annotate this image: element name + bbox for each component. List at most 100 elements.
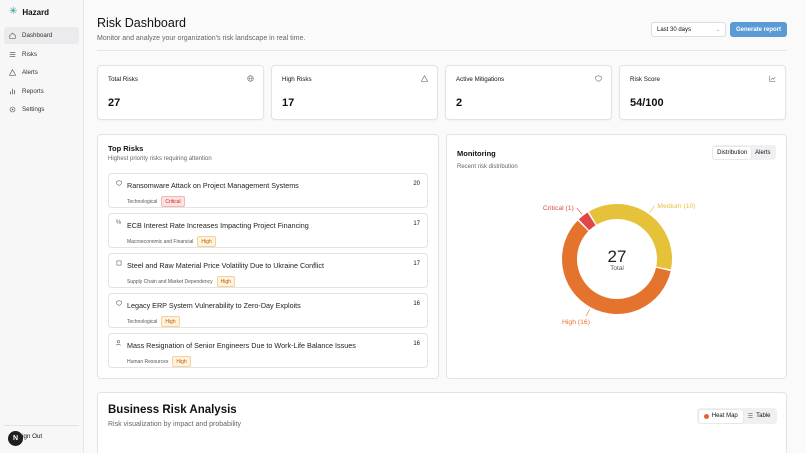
header-divider	[97, 50, 787, 51]
sidebar-item-settings[interactable]: Settings	[4, 101, 79, 118]
business-view-tabs: Heat Map ☰ Table	[697, 408, 777, 424]
generate-report-button[interactable]: Generate report	[729, 22, 787, 37]
box-icon	[116, 260, 122, 268]
stat-card-total-risks: Total Risks 27	[97, 65, 264, 120]
sidebar-item-label: Reports	[22, 87, 44, 95]
donut-slice-high[interactable]	[562, 220, 671, 314]
sidebar-item-alerts[interactable]: Alerts	[4, 64, 79, 81]
bar-chart-icon	[9, 88, 16, 95]
sidebar-footer: Sign Out	[4, 425, 79, 440]
donut-slice-critical[interactable]	[578, 212, 596, 231]
period-value: Last 30 days	[656, 26, 692, 33]
stat-card-active-mitigations: Active Mitigations 2	[445, 65, 612, 120]
stat-label: Active Mitigations	[456, 76, 505, 83]
risk-distribution-chart: Critical (1) Medium (10) High (16) 27 Tota…	[543, 203, 696, 326]
tab-alerts[interactable]: Alerts	[755, 149, 771, 156]
sidebar-item-reports[interactable]: Reports	[4, 83, 79, 100]
monitoring-tabs: Distribution Alerts	[711, 145, 776, 160]
page-subtitle: Monitor and analyze your organization's …	[97, 35, 306, 42]
risk-score: 17	[413, 261, 420, 267]
tab-distribution[interactable]: Distribution	[713, 146, 752, 159]
risk-title: Legacy ERP System Vulnerability to Zero-…	[127, 301, 301, 310]
risk-meta: Technological High	[127, 316, 180, 327]
stat-value: 2	[456, 97, 463, 109]
donut-slice-medium[interactable]	[588, 204, 672, 270]
sidebar-nav: Dashboard Risks Alerts Reports Settings	[0, 27, 83, 118]
brand[interactable]: ✳ Hazard	[0, 0, 83, 24]
period-select[interactable]: Last 30 days ⌄	[650, 22, 726, 37]
table-icon: ☰	[747, 413, 754, 420]
top-risks-subtitle: Highest priority risks requiring attenti…	[108, 156, 212, 162]
sidebar-item-label: Risks	[22, 50, 38, 58]
severity-badge: High	[161, 316, 180, 327]
shield-icon	[595, 75, 602, 84]
globe-icon	[247, 75, 254, 84]
tab-table[interactable]: ☰ Table	[743, 410, 776, 423]
header-controls: Last 30 days ⌄ Generate report	[650, 22, 787, 37]
risk-title: Ransomware Attack on Project Management …	[127, 181, 299, 190]
chevron-down-icon: ⌄	[715, 26, 720, 33]
stat-label: High Risks	[282, 76, 312, 83]
slice-label: High (16)	[562, 319, 590, 326]
chart-total-value: 27	[608, 247, 627, 266]
logo-icon: ✳	[9, 6, 18, 17]
severity-badge: Critical	[161, 196, 185, 207]
alert-triangle-icon	[9, 69, 16, 76]
stat-label: Total Risks	[108, 76, 138, 83]
risk-item[interactable]: Mass Resignation of Senior Engineers Due…	[108, 333, 428, 368]
severity-badge: High	[216, 276, 235, 287]
sidebar-item-label: Settings	[22, 106, 45, 113]
shield-icon	[116, 300, 122, 308]
tab-label: Heat Map	[711, 413, 738, 419]
risk-meta: Technological Critical	[127, 196, 185, 207]
risk-title: Mass Resignation of Senior Engineers Due…	[127, 341, 356, 350]
list-icon	[9, 51, 16, 58]
users-icon	[116, 340, 122, 348]
risk-score: 16	[413, 341, 420, 347]
risk-item[interactable]: Steel and Raw Material Price Volatility …	[108, 253, 428, 288]
top-risks-panel: Top Risks Highest priority risks requiri…	[97, 134, 439, 379]
slice-label-leader	[649, 205, 655, 213]
risk-item[interactable]: % ECB Interest Rate Increases Impacting …	[108, 213, 428, 248]
page-header: Risk Dashboard Monitor and analyze your …	[97, 16, 787, 42]
risk-meta: Macroeconomic and Financial High	[127, 236, 216, 247]
shield-icon	[116, 180, 122, 188]
stat-value: 27	[108, 97, 121, 109]
slice-label: Medium (10)	[657, 203, 695, 210]
sign-out-label: Sign Out	[18, 433, 43, 440]
tab-heat-map[interactable]: Heat Map	[698, 409, 743, 423]
top-risks-title: Top Risks	[108, 144, 144, 153]
stat-value: 17	[282, 97, 295, 109]
risk-category: Macroeconomic and Financial	[127, 238, 194, 245]
business-risk-panel: Business Risk Analysis Risk visualizatio…	[97, 392, 787, 453]
monitoring-subtitle: Recent risk distribution	[457, 164, 518, 170]
risk-title: Steel and Raw Material Price Volatility …	[127, 261, 324, 270]
sidebar-item-label: Dashboard	[22, 32, 53, 39]
avatar[interactable]: N	[8, 431, 23, 446]
home-icon	[9, 32, 16, 39]
percent-icon: %	[116, 220, 122, 226]
risk-title: ECB Interest Rate Increases Impacting Pr…	[127, 221, 309, 230]
sidebar: ✳ Hazard Dashboard Risks Alerts Reports …	[0, 0, 84, 453]
stat-label: Risk Score	[630, 76, 660, 83]
risk-item[interactable]: Ransomware Attack on Project Management …	[108, 173, 428, 208]
stat-card-high-risks: High Risks 17	[271, 65, 438, 120]
risk-score: 20	[413, 181, 420, 187]
risk-score: 16	[413, 301, 420, 307]
risk-meta: Human Resources High	[127, 356, 191, 367]
risk-category: Supply Chain and Market Dependency	[127, 278, 213, 285]
sign-out-button[interactable]: Sign Out	[4, 433, 79, 440]
stat-card-risk-score: Risk Score 54/100	[619, 65, 786, 120]
chart-icon	[769, 75, 776, 84]
risk-category: Technological	[127, 198, 158, 205]
sidebar-item-risks[interactable]: Risks	[4, 46, 79, 63]
sidebar-item-label: Alerts	[22, 69, 38, 76]
risk-item[interactable]: Legacy ERP System Vulnerability to Zero-…	[108, 293, 428, 328]
sidebar-item-dashboard[interactable]: Dashboard	[4, 27, 79, 44]
risk-category: Human Resources	[127, 358, 169, 365]
business-subtitle: Risk visualization by impact and probabi…	[108, 421, 242, 428]
monitoring-title: Monitoring	[457, 149, 496, 158]
page-title: Risk Dashboard	[97, 16, 186, 30]
risk-category: Technological	[127, 318, 158, 325]
gear-icon	[9, 106, 16, 113]
